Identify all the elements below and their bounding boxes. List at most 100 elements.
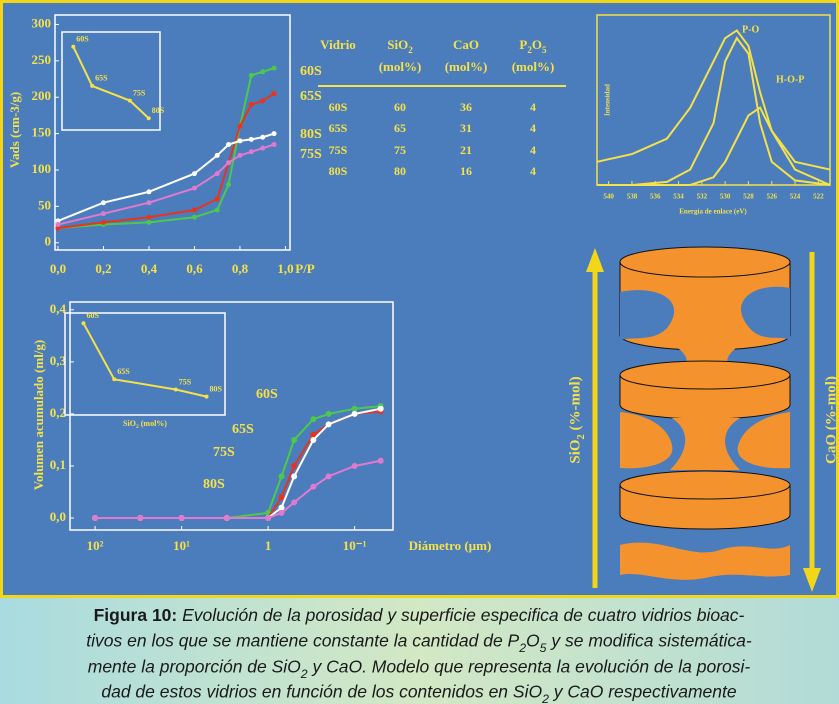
data-point	[272, 91, 277, 96]
x-tick-label: 10⁻¹	[343, 538, 367, 553]
data-point	[326, 411, 332, 417]
model-axis-label: CaO (%-mol)	[823, 376, 839, 464]
table-cell: 21	[460, 143, 472, 157]
data-point	[179, 515, 185, 521]
point-label: 60S	[76, 35, 89, 44]
data-point	[215, 197, 220, 202]
data-point	[112, 377, 116, 381]
data-point	[81, 321, 85, 325]
data-point	[279, 505, 285, 511]
table-cell: 65S	[329, 121, 348, 135]
point-label: 75S	[179, 377, 192, 386]
x-tick-label: 526	[767, 193, 778, 201]
data-point	[226, 160, 231, 165]
data-point	[291, 499, 297, 505]
table-unit: (mol%)	[379, 59, 422, 74]
x-tick-label: 528	[743, 193, 754, 201]
data-point	[237, 153, 242, 158]
data-point	[279, 494, 285, 500]
data-point	[224, 515, 230, 521]
x-tick-label: 532	[697, 193, 708, 201]
y-tick-label: 0,1	[50, 457, 66, 472]
table-cell: 60	[394, 100, 406, 114]
data-point	[192, 207, 197, 212]
data-point	[310, 437, 316, 443]
data-point	[90, 84, 94, 88]
data-point	[137, 515, 143, 521]
data-point	[291, 463, 297, 469]
data-point	[326, 473, 332, 479]
series-label: 75S	[213, 445, 235, 460]
x-tick-label: 10²	[87, 538, 104, 553]
table-unit: (mol%)	[512, 59, 555, 74]
table-cell: 4	[530, 100, 536, 114]
x-axis-label: Diámetro (µm)	[409, 538, 492, 553]
data-point	[249, 102, 254, 107]
y-axis-label: Intensidad	[604, 84, 612, 116]
data-point	[192, 186, 197, 191]
cylinder-top	[620, 471, 790, 499]
y-tick-label: 150	[32, 125, 52, 140]
y-tick-label: 0	[45, 234, 52, 249]
x-tick-label: 1	[265, 538, 272, 553]
y-axis-label: Vads (cm-3/g)	[7, 92, 22, 168]
point-label: 65S	[95, 74, 108, 83]
x-tick-label: 0,4	[141, 261, 158, 276]
y-axis-label: Volumen acumulado (ml/g)	[31, 340, 46, 490]
data-point	[205, 395, 209, 399]
x-tick-label: 0,8	[232, 261, 249, 276]
table-cell: 60S	[329, 100, 348, 114]
data-point	[146, 220, 151, 225]
data-point	[237, 138, 242, 143]
data-point	[101, 220, 106, 225]
series-label: 65S	[300, 89, 322, 104]
caption-label: Figura 10:	[94, 605, 178, 625]
data-point	[352, 411, 358, 417]
series-label: H-O-P	[776, 74, 804, 85]
table-header: Vidrio	[320, 37, 356, 52]
data-point	[291, 473, 297, 479]
x-tick-label: 538	[627, 193, 638, 201]
data-point	[260, 69, 265, 74]
series-label: 80S	[300, 127, 322, 142]
data-point	[237, 124, 242, 129]
data-point	[272, 66, 277, 71]
point-label: 80S	[210, 384, 223, 393]
series-label: 60S	[256, 387, 278, 402]
x-tick-label: 0,2	[95, 261, 111, 276]
y-tick-label: 0,0	[50, 509, 66, 524]
series-label: P-O	[742, 24, 759, 35]
table-cell: 4	[530, 164, 536, 178]
table-cell: 65	[394, 121, 406, 135]
data-point	[92, 515, 98, 521]
data-point	[215, 171, 220, 176]
y-tick-label: 0,4	[50, 301, 67, 316]
data-point	[226, 182, 231, 187]
data-point	[272, 142, 277, 147]
x-tick-label: 540	[603, 193, 614, 201]
y-tick-label: 100	[32, 161, 52, 176]
y-tick-label: 0,2	[50, 405, 66, 420]
data-point	[101, 211, 106, 216]
data-point	[272, 131, 277, 136]
data-point	[55, 222, 60, 227]
table-header: CaO	[453, 37, 479, 52]
table-cell: 75	[394, 143, 406, 157]
table-unit: (mol%)	[445, 59, 488, 74]
data-point	[146, 215, 151, 220]
point-label: 65S	[117, 367, 130, 376]
x-tick-label: 0,6	[186, 261, 203, 276]
x-tick-label: 1,0	[277, 261, 293, 276]
x-tick-label: 522	[813, 193, 824, 201]
series-label: 75S	[300, 147, 322, 162]
caption-text: Evolución de la porosidad y superficie e…	[182, 605, 744, 625]
data-point	[215, 207, 220, 212]
x-tick-label: 536	[650, 193, 661, 201]
y-tick-label: 250	[32, 52, 52, 67]
data-point	[310, 484, 316, 490]
table-cell: 36	[460, 100, 472, 114]
data-point	[192, 215, 197, 220]
data-point	[378, 458, 384, 464]
data-point	[226, 142, 231, 147]
data-point	[146, 200, 151, 205]
